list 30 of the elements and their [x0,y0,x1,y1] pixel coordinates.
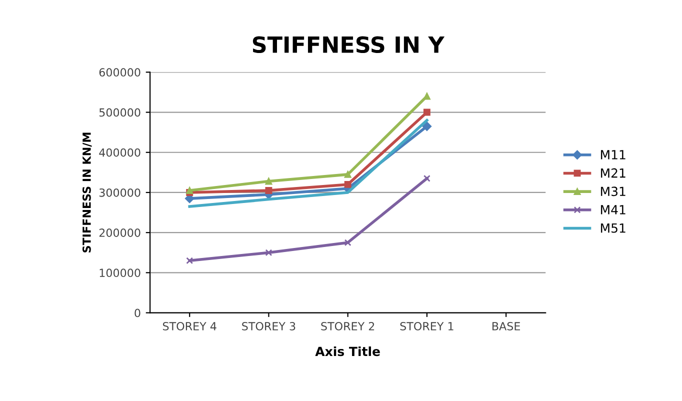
x-tick-label: BASE [492,322,520,330]
legend-label: M51 [600,224,626,233]
y-tick-label: 200000 [99,228,140,237]
point [265,187,272,194]
x-tick-label: STOREY 1 [400,322,454,330]
legend-label: M21 [600,168,626,178]
y-axis-title: STIFFNESS IN KN/M [82,132,92,252]
point [422,122,432,131]
point [186,257,194,264]
x-tick-label: STOREY 4 [162,322,216,330]
x-tick-label: STOREY 3 [242,322,296,330]
legend-label: M31 [600,186,626,196]
point [423,108,430,116]
y-tick-label: 400000 [99,148,140,157]
point [344,180,352,188]
point [344,170,352,178]
x-axis-title: Axis Title [315,346,380,356]
legend-label: M11 [600,150,626,160]
y-tick-label: 500000 [99,108,140,117]
y-tick-label: 0 [134,308,140,318]
chart-title: STIFFNESS IN Y [252,36,445,54]
point [344,239,352,246]
legend-label: M41 [600,205,626,214]
x-tick-label: STOREY 2 [321,322,374,330]
point [423,174,430,182]
point [265,249,272,256]
point [265,178,272,185]
y-tick-label: 600000 [99,68,140,77]
y-tick-label: 100000 [100,268,140,278]
y-tick-label: 300000 [99,188,140,197]
